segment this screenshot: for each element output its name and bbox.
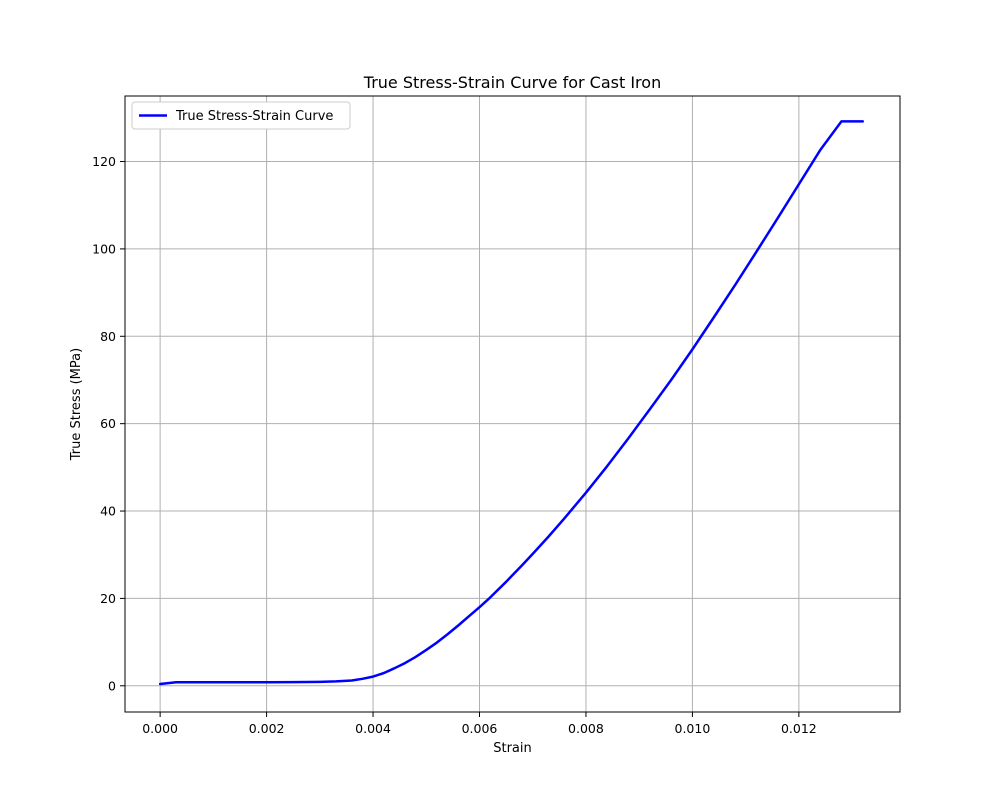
y-tick-label: 60 (100, 416, 116, 431)
chart-title: True Stress-Strain Curve for Cast Iron (363, 73, 661, 92)
legend-box (131, 101, 351, 130)
legend: True Stress-Strain Curve (131, 101, 351, 130)
x-tick-label: 0.004 (355, 721, 391, 736)
y-axis-ticks: 0 20 40 60 80 100 120 (92, 154, 125, 693)
y-tick-label: 100 (92, 241, 116, 256)
x-tick-label: 0.006 (462, 721, 498, 736)
x-axis-label: Strain (493, 741, 532, 756)
x-tick-label: 0.012 (781, 721, 817, 736)
y-tick-label: 120 (92, 154, 116, 169)
legend-label: True Stress-Strain Curve (175, 109, 333, 124)
axes-frame (124, 95, 901, 713)
x-tick-label: 0.000 (142, 721, 178, 736)
y-tick-label: 80 (100, 329, 116, 344)
y-tick-label: 0 (108, 678, 116, 693)
y-tick-label: 40 (100, 504, 116, 519)
y-tick-label: 20 (100, 591, 116, 606)
grid-lines (125, 96, 900, 712)
x-tick-label: 0.008 (568, 721, 604, 736)
series-line (158, 120, 864, 686)
y-axis-label: True Stress (MPa) (69, 348, 84, 461)
x-tick-label: 0.002 (249, 721, 285, 736)
x-tick-label: 0.010 (675, 721, 711, 736)
series-layer (158, 120, 864, 686)
x-axis-ticks: 0.000 0.002 0.004 0.006 0.008 0.010 0.012 (142, 712, 817, 736)
